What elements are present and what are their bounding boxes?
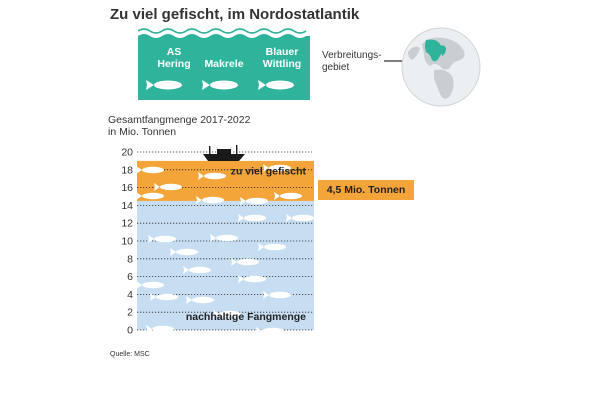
y-axis-title: Gesamtfangmenge 2017-2022 in Mio. Tonnen: [108, 114, 250, 138]
species-line: AS: [166, 46, 182, 58]
band-label-overfished: zu viel gefischt: [231, 165, 307, 177]
overfished-amount-callout: 4,5 Mio. Tonnen: [318, 180, 414, 200]
fish-icon: [256, 327, 284, 335]
fish-icon: [238, 275, 266, 283]
species-line: Hering: [157, 58, 191, 70]
fish-icon: [263, 164, 291, 172]
y-tick-label: 20: [121, 147, 133, 159]
fish-icon: [231, 258, 259, 266]
y-tick-label: 6: [127, 271, 133, 283]
fish-icon: [274, 192, 302, 200]
y-tick-label: 12: [121, 218, 133, 230]
fish-icon: [196, 196, 224, 204]
distribution-label-line: gebiet: [322, 62, 350, 73]
banner-fish-icon-3: [258, 80, 294, 90]
chart-title: Zu viel gefischt, im Nordostatlantik: [110, 6, 360, 23]
fish-icon: [136, 281, 164, 289]
fishing-boat-icon: [203, 145, 245, 161]
globe-icon: [401, 27, 481, 107]
y-tick-label: 0: [127, 325, 133, 337]
fish-icon: [198, 172, 226, 180]
y-axis-title-line: in Mio. Tonnen: [108, 126, 177, 138]
fish-icon: [213, 310, 241, 318]
y-tick-label: 16: [121, 182, 133, 194]
species-line: Makrele: [204, 58, 244, 70]
fish-icon: [154, 183, 182, 191]
band-label-sustainable: nachhaltige Fangmenge: [186, 311, 306, 323]
sustainable-band: [137, 200, 314, 330]
species-banner: [138, 28, 310, 100]
species-label-makrele: Makrele: [200, 58, 248, 70]
fish-icon: [183, 266, 211, 274]
species-label-hering: AS Hering: [150, 46, 198, 70]
y-tick-label: 14: [121, 200, 133, 212]
fish-icon: [240, 197, 268, 205]
source-note: Quelle: MSC: [110, 351, 150, 358]
catch-chart: 0 2 4 6 8 10 12 14 16 18 20 zu viel gefischt nachhal…: [121, 145, 314, 337]
species-line: Blauer: [265, 46, 299, 58]
fish-icon: [258, 243, 286, 251]
y-tick-label: 8: [127, 253, 133, 265]
species-line: Wittling: [262, 58, 302, 70]
fish-icon: [136, 166, 164, 174]
species-label-wittling: Blauer Wittling: [254, 46, 310, 70]
y-tick-label: 18: [121, 164, 133, 176]
fish-icon: [148, 235, 176, 243]
fish-icon: [210, 234, 238, 242]
y-tick-label: 2: [127, 307, 133, 319]
distribution-label: Verbreitungs- gebiet: [322, 50, 381, 74]
fish-icon: [186, 296, 214, 304]
distribution-label-line: Verbreitungs-: [322, 50, 382, 61]
fish-icon: [286, 214, 314, 222]
banner-fish-icon-2: [202, 80, 238, 90]
fish-icon: [150, 293, 178, 301]
y-tick-label: 10: [121, 236, 133, 248]
banner-fish-icon-1: [146, 80, 182, 90]
y-tick-label: 4: [127, 289, 133, 301]
fish-icon: [170, 248, 198, 256]
fish-icon: [238, 214, 266, 222]
fish-icon: [263, 291, 291, 299]
y-axis-title-line: Gesamtfangmenge 2017-2022: [108, 114, 251, 126]
fish-icon: [136, 192, 164, 200]
fish-icon: [146, 325, 174, 333]
